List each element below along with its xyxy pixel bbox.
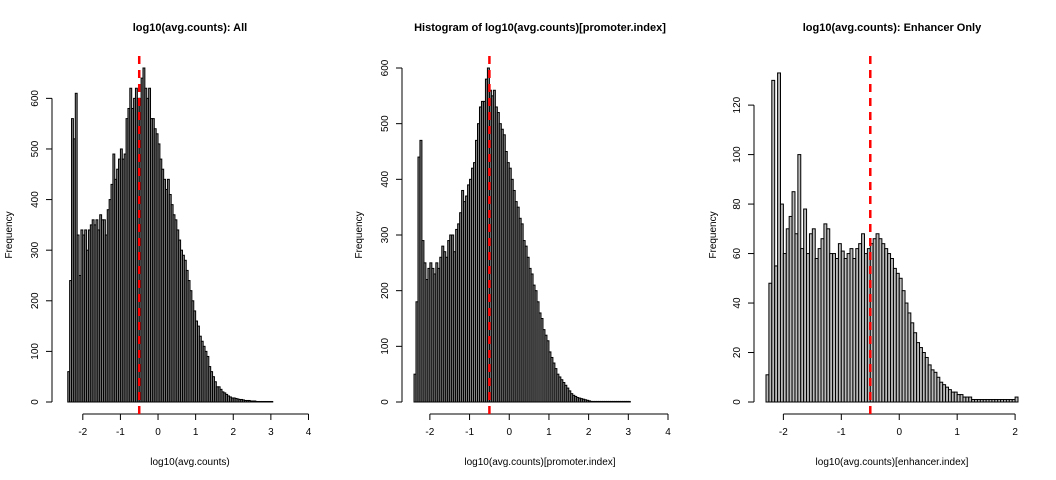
x-tick-label: 1: [954, 427, 960, 438]
x-tick-label: -1: [116, 427, 125, 438]
y-tick-label: 120: [732, 96, 743, 113]
chart-title-promoter: Histogram of log10(avg.counts)[promoter.…: [414, 22, 666, 34]
y-tick-label: 300: [380, 226, 391, 243]
y-tick-label: 500: [30, 140, 41, 157]
y-tick-label: 0: [380, 399, 391, 405]
x-axis-label-all: log10(avg.counts): [150, 457, 230, 468]
x-tick-label: -1: [465, 427, 474, 438]
y-tick-label: 80: [732, 198, 743, 210]
y-tick-label: 100: [30, 343, 41, 360]
x-tick-label: 2: [1012, 427, 1018, 438]
x-axis-label-enhancer: log10(avg.counts)[enhancer.index]: [816, 457, 969, 468]
y-tick-label: 60: [732, 248, 743, 260]
x-tick-label: -1: [837, 427, 846, 438]
y-axis-label-enhancer: Frequency: [708, 211, 719, 258]
histogram-bar: [1014, 396, 1019, 403]
histogram-panel-promoter: Histogram of log10(avg.counts)[promoter.…: [354, 22, 671, 468]
histogram-bar: [627, 400, 631, 403]
x-tick-label: 2: [586, 427, 592, 438]
x-tick-label: 4: [665, 427, 671, 438]
chart-title-enhancer: log10(avg.counts): Enhancer Only: [803, 22, 982, 34]
x-tick-label: -2: [78, 427, 87, 438]
chart-title-all: log10(avg.counts): All: [133, 22, 248, 34]
y-tick-label: 0: [732, 399, 743, 405]
y-tick-label: 100: [732, 146, 743, 163]
histogram-bar: [270, 400, 274, 403]
x-tick-label: 0: [506, 427, 512, 438]
x-tick-label: 3: [626, 427, 632, 438]
y-tick-label: 300: [30, 241, 41, 258]
x-axis-label-promoter: log10(avg.counts)[promoter.index]: [464, 457, 615, 468]
histogram-panel-all: log10(avg.counts): All log10(avg.counts)…: [4, 22, 312, 468]
y-tick-label: 500: [380, 115, 391, 132]
histogram-panel-enhancer: log10(avg.counts): Enhancer Only log10(a…: [708, 22, 1019, 468]
y-tick-label: 100: [380, 338, 391, 355]
y-tick-label: 200: [380, 282, 391, 299]
x-tick-label: 3: [268, 427, 274, 438]
y-axis-label-all: Frequency: [4, 211, 15, 258]
y-tick-label: 20: [732, 347, 743, 359]
x-tick-label: 1: [546, 427, 552, 438]
y-axis-label-promoter: Frequency: [354, 211, 365, 258]
y-tick-label: 0: [30, 399, 41, 405]
x-tick-label: 0: [896, 427, 902, 438]
y-tick-label: 400: [30, 191, 41, 208]
histogram-bar: [771, 79, 776, 403]
x-tick-label: 0: [155, 427, 161, 438]
x-tick-label: 1: [193, 427, 199, 438]
x-tick-label: 4: [306, 427, 312, 438]
x-tick-label: -2: [425, 427, 434, 438]
x-tick-label: -2: [779, 427, 788, 438]
x-tick-label: 2: [230, 427, 236, 438]
y-tick-label: 400: [380, 171, 391, 188]
y-tick-label: 40: [732, 297, 743, 309]
y-tick-label: 600: [380, 59, 391, 76]
y-tick-label: 200: [30, 292, 41, 309]
y-tick-label: 600: [30, 90, 41, 107]
